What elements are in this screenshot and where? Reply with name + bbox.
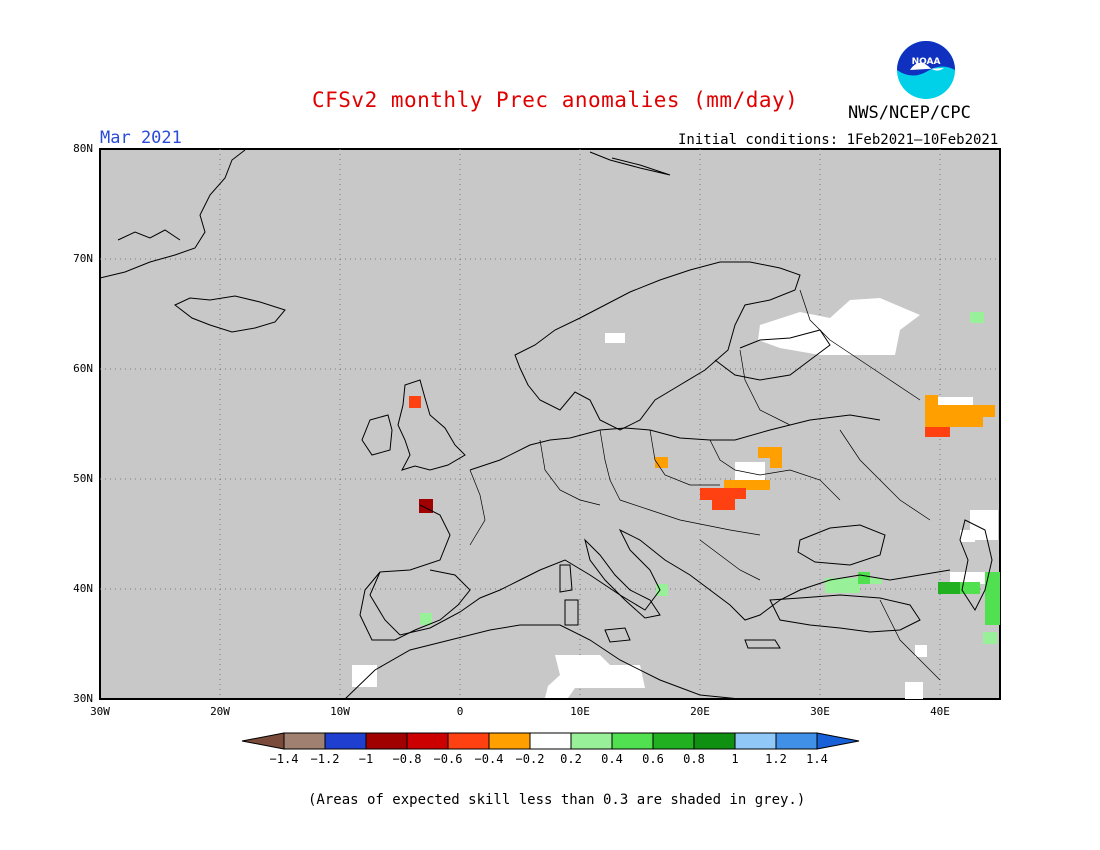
borders — [469, 289, 941, 681]
lat-label: 60N — [73, 362, 93, 375]
colorbar-label: 0.2 — [560, 752, 582, 766]
colorbar-swatch — [570, 732, 613, 750]
noaa-logo: NOAA — [897, 41, 955, 99]
colorbar-label: 1.2 — [765, 752, 787, 766]
patch-russia-red — [925, 427, 950, 437]
forecast-period: Mar 2021 — [100, 128, 182, 148]
colorbar-label: 0.6 — [642, 752, 664, 766]
lon-label: 20W — [210, 705, 230, 718]
lat-label: 30N — [73, 692, 93, 705]
white-patch-northwest-russia — [758, 298, 920, 355]
colorbar-label: −1 — [358, 752, 374, 766]
lon-label: 10W — [330, 705, 350, 718]
colorbar-swatch — [324, 732, 367, 750]
patch-poland-orange — [655, 457, 668, 468]
colorbar-swatch — [365, 732, 408, 750]
lon-label: 30E — [810, 705, 830, 718]
patch-caucasus-green — [960, 582, 980, 594]
colorbar-label: −0.6 — [433, 752, 463, 766]
lat-label: 70N — [73, 252, 93, 265]
patch-iberia-green — [420, 613, 432, 625]
map-frame — [99, 148, 1001, 700]
colorbar-label: 1 — [731, 752, 739, 766]
colorbar-arrow-right — [816, 732, 860, 750]
noaa-logo-text: NOAA — [912, 57, 941, 67]
colorbar-swatch — [447, 732, 490, 750]
colorbar-label: −1.4 — [269, 752, 299, 766]
lon-label: 20E — [690, 705, 710, 718]
colorbar-arrow-left — [241, 732, 285, 750]
patch-iran-green — [983, 632, 997, 644]
colorbar-swatch — [734, 732, 777, 750]
initial-conditions: Initial conditions: 1Feb2021—10Feb2021 — [678, 132, 999, 148]
colorbar-swatch — [488, 732, 531, 750]
skill-footnote: (Areas of expected skill less than 0.3 a… — [308, 792, 806, 808]
patch-ukraine-orange-south — [724, 480, 770, 497]
lon-label: 40E — [930, 705, 950, 718]
colorbar-swatch — [611, 732, 654, 750]
white-patch-north-africa — [545, 655, 645, 698]
colorbar-label: −0.8 — [392, 752, 422, 766]
agency-label: NWS/NCEP/CPC — [848, 103, 971, 123]
colorbar-swatch — [652, 732, 695, 750]
patch-russia-orange — [925, 395, 995, 427]
lat-label: 50N — [73, 472, 93, 485]
colorbar-label: −0.2 — [515, 752, 545, 766]
patch-ukraine-orange-north — [758, 447, 782, 468]
patch-carpathian-red — [700, 488, 746, 510]
lat-label: 80N — [73, 142, 93, 155]
patch-kola-green — [970, 312, 984, 323]
map-title: CFSv2 monthly Prec anomalies (mm/day) — [312, 88, 799, 112]
lon-label: 0 — [456, 705, 464, 718]
colorbar-swatch — [406, 732, 449, 750]
colorbar-swatch — [283, 732, 326, 750]
patch-caspian-green — [985, 572, 1000, 625]
colorbar-label: 0.8 — [683, 752, 705, 766]
patch-scotland-red — [409, 396, 421, 408]
colorbar-label: −1.2 — [310, 752, 340, 766]
colorbar-swatch — [775, 732, 818, 750]
anomaly-patches — [409, 312, 1000, 644]
patch-caucasus-darkgreen — [938, 582, 960, 594]
colorbar-swatch — [529, 732, 572, 750]
lat-label: 40N — [73, 582, 93, 595]
lon-label: 30W — [90, 705, 110, 718]
lon-label: 10E — [570, 705, 590, 718]
coastlines — [99, 149, 993, 700]
colorbar-label: 0.4 — [601, 752, 623, 766]
near-zero-regions — [352, 298, 998, 699]
colorbar-label: −0.4 — [474, 752, 504, 766]
colorbar-swatch — [693, 732, 736, 750]
colorbar-label: 1.4 — [806, 752, 828, 766]
